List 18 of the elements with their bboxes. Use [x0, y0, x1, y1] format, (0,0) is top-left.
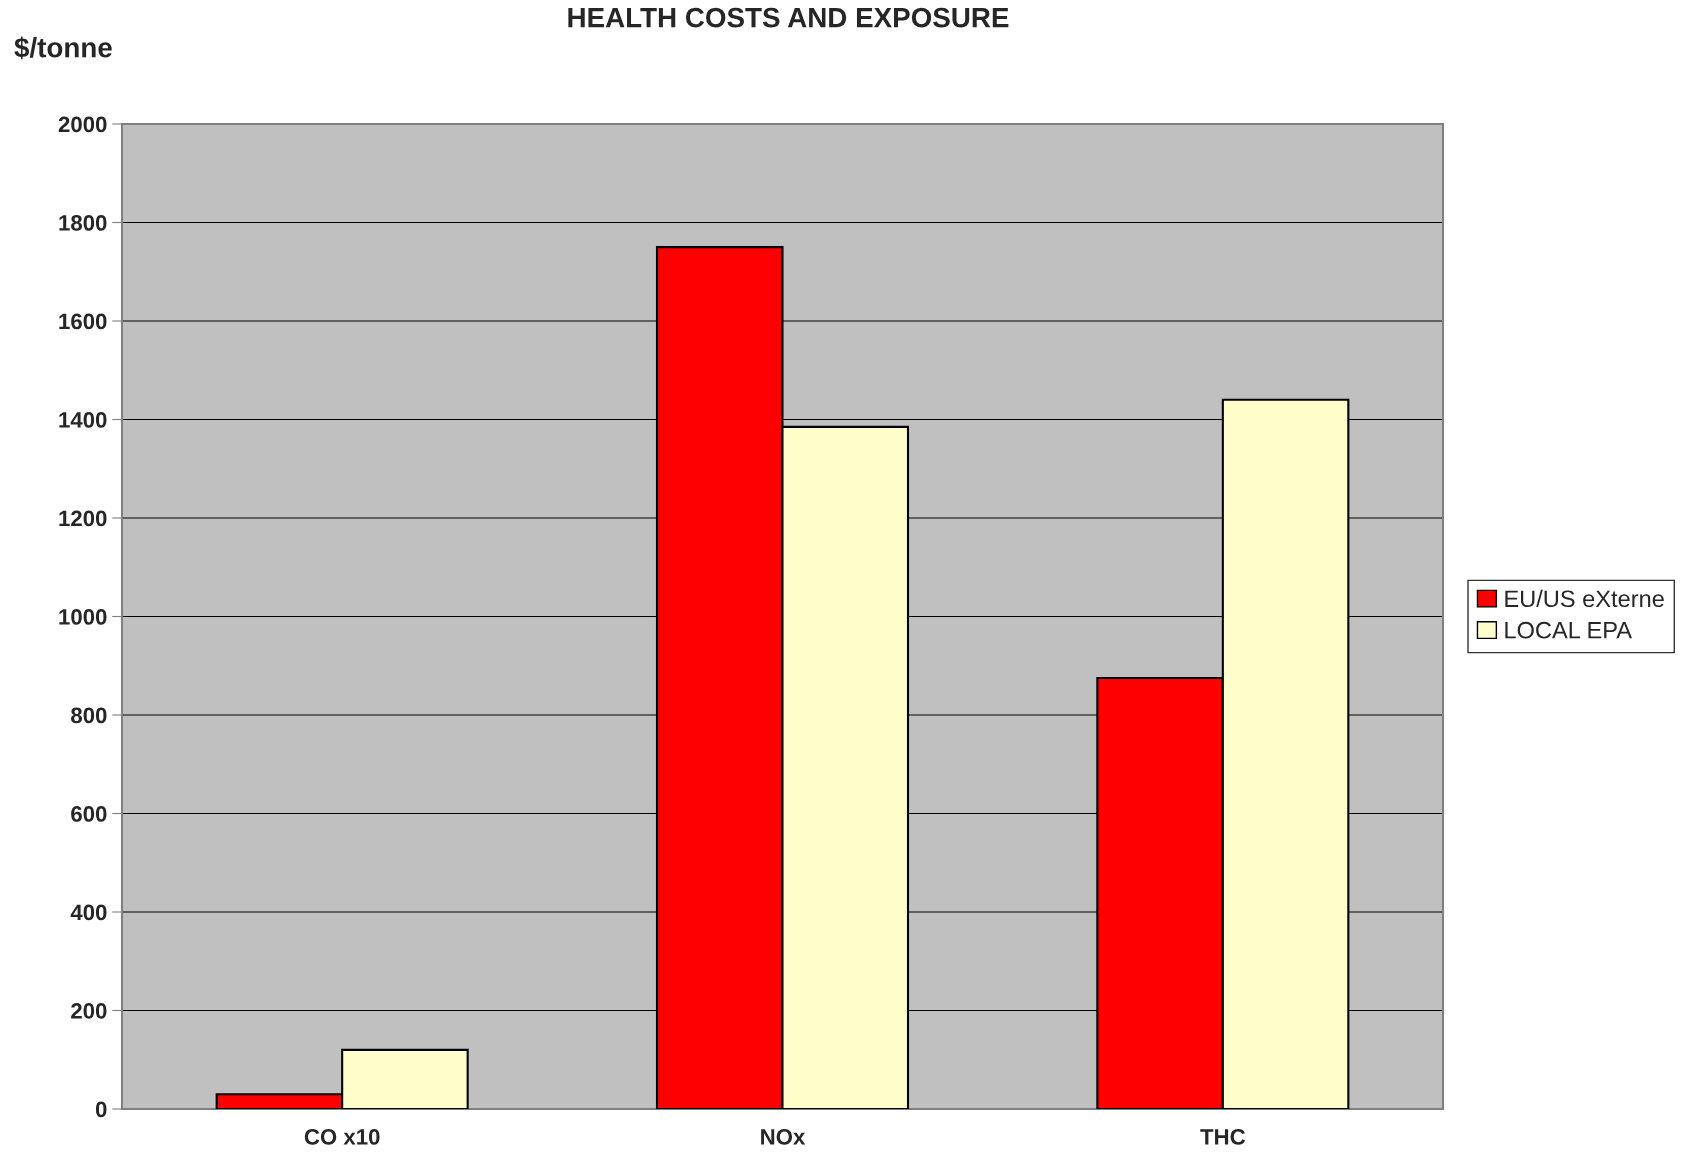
y-tick-label: 1600 [59, 313, 107, 330]
x-tick-label: CO x10 [304, 1129, 380, 1145]
y-tick-label: 800 [71, 707, 107, 724]
y-tick-label: 1800 [59, 215, 107, 231]
y-tick-label: 200 [71, 1003, 107, 1019]
y-tick-label: 1200 [59, 510, 107, 527]
y-tick-label: 400 [70, 904, 107, 921]
y-tick-label: 1400 [59, 412, 107, 428]
x-tick-label: NOx [761, 1129, 806, 1145]
legend-label: EU/US eXterne [1505, 589, 1664, 608]
y-tick-label: 0 [95, 1101, 107, 1118]
chart-title: HEALTH COSTS AND EXPOSURE [568, 7, 1009, 28]
x-tick-label: THC [1200, 1129, 1246, 1145]
y-tick-label: 1000 [59, 609, 107, 625]
y-axis-title: $/tonne [14, 36, 112, 60]
y-tick-label: 600 [71, 806, 107, 822]
legend-label: LOCAL EPA [1505, 621, 1632, 639]
y-tick-label: 2000 [58, 116, 107, 133]
